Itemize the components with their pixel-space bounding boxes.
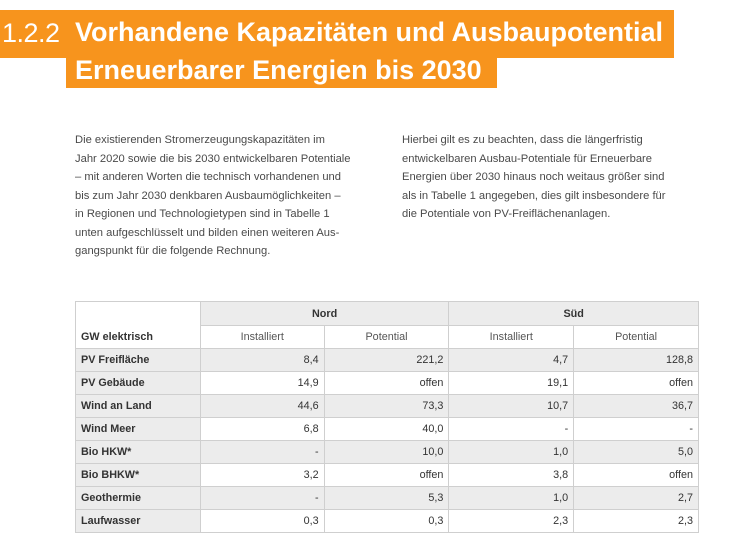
section-title-line2: Erneuerbarer Energien bis 2030 <box>75 55 482 85</box>
row-label: PV Gebäude <box>75 371 201 395</box>
text-column-right: Hierbei gilt es zu beachten, dass die lä… <box>402 131 702 224</box>
heading-bar-top <box>0 10 674 58</box>
cell: 44,6 <box>199 394 325 418</box>
row-label: Bio BHKW* <box>75 463 201 487</box>
subheader-potential: Potential <box>323 325 450 349</box>
table-row: PV Freifläche 8,4 221,2 4,7 128,8 <box>75 348 699 372</box>
cell: 2,7 <box>573 486 699 510</box>
table-row: Bio HKW* - 10,0 1,0 5,0 <box>75 440 699 464</box>
cell: 10,0 <box>323 440 450 464</box>
text-column-left: Die existierenden Stromerzeugungskapazit… <box>75 131 375 261</box>
cell: 8,4 <box>199 348 325 372</box>
cell: 0,3 <box>323 509 450 533</box>
cell: 0,3 <box>199 509 325 533</box>
cell: 1,0 <box>448 440 575 464</box>
text-line: in Regionen und Technologietypen sind in… <box>75 208 330 220</box>
section-number: 1.2.2 <box>2 18 60 48</box>
table-row: PV Gebäude 14,9 offen 19,1 offen <box>75 371 699 395</box>
cell: 3,8 <box>448 463 575 487</box>
cell: 6,8 <box>199 417 325 441</box>
text-line: bis zum Jahr 2030 denkbaren Ausbaumöglic… <box>75 189 341 202</box>
cell: offen <box>573 371 699 395</box>
group-header-sued: Süd <box>448 301 699 326</box>
cell: offen <box>323 463 450 487</box>
text-line: unten aufgeschlüsselt und bilden einen w… <box>75 226 340 239</box>
cell: 40,0 <box>323 417 450 441</box>
cell: 2,3 <box>448 509 575 533</box>
subheader-potential: Potential <box>573 325 699 349</box>
cell: - <box>199 440 325 464</box>
cell: 2,3 <box>573 509 699 533</box>
table-row: Wind Meer 6,8 40,0 - - <box>75 417 699 441</box>
text-line: Jahr 2020 sowie die bis 2030 entwickelba… <box>75 152 351 165</box>
table-row: Bio BHKW* 3,2 offen 3,8 offen <box>75 463 699 487</box>
capacity-table: Nord Süd GW elektrisch Installiert Poten… <box>75 301 699 533</box>
cell: 5,0 <box>573 440 699 464</box>
section-title-line1: Vorhandene Kapazitäten und Ausbaupotenti… <box>75 17 664 47</box>
cell: 73,3 <box>323 394 450 418</box>
row-label: Geothermie <box>75 486 201 510</box>
cell: offen <box>573 463 699 487</box>
row-label: Wind an Land <box>75 394 201 418</box>
row-label: PV Freifläche <box>75 348 201 372</box>
text-line: Die existierenden Stromerzeugungskapazit… <box>75 134 325 146</box>
table-row: Wind an Land 44,6 73,3 10,7 36,7 <box>75 394 699 418</box>
cell: 19,1 <box>448 371 575 395</box>
text-line: als in Tabelle 1 angegeben, dies gilt in… <box>402 189 666 202</box>
row-label: Wind Meer <box>75 417 201 441</box>
cell: 1,0 <box>448 486 575 510</box>
cell: - <box>199 486 325 510</box>
cell: 5,3 <box>323 486 450 510</box>
group-header-nord: Nord <box>199 301 450 326</box>
table-row: Laufwasser 0,3 0,3 2,3 2,3 <box>75 509 699 533</box>
cell: 4,7 <box>448 348 575 372</box>
cell: offen <box>323 371 450 395</box>
row-label: Bio HKW* <box>75 440 201 464</box>
text-line: gangspunkt für die folgende Rechnung. <box>75 245 271 257</box>
row-header-label: GW elektrisch <box>75 325 201 349</box>
cell: 128,8 <box>573 348 699 372</box>
cell: 221,2 <box>323 348 450 372</box>
table-corner <box>75 301 201 326</box>
cell: 10,7 <box>448 394 575 418</box>
text-line: entwickelbaren Ausbau-Potentiale für Ern… <box>402 152 653 165</box>
cell: 3,2 <box>199 463 325 487</box>
text-line: Hierbei gilt es zu beachten, dass die lä… <box>402 134 643 146</box>
text-line: Energien über 2030 hinaus noch weitaus g… <box>402 171 665 183</box>
cell: - <box>573 417 699 441</box>
table-row: Geothermie - 5,3 1,0 2,7 <box>75 486 699 510</box>
heading-bar-bottom <box>66 54 497 88</box>
subheader-installiert: Installiert <box>448 325 575 349</box>
text-line: die Potentiale von PV-Freiflächenanlagen… <box>402 208 611 220</box>
cell: 36,7 <box>573 394 699 418</box>
subheader-installiert: Installiert <box>199 325 325 349</box>
cell: - <box>448 417 575 441</box>
text-line: – mit anderen Worten die technisch vorha… <box>75 171 341 183</box>
cell: 14,9 <box>199 371 325 395</box>
row-label: Laufwasser <box>75 509 201 533</box>
